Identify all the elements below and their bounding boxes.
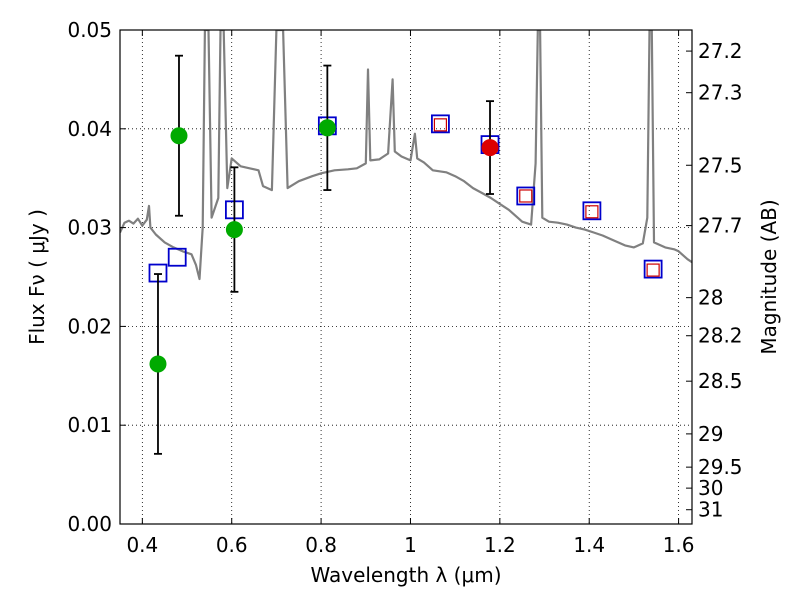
- synthetic-photometry-square: [643, 259, 663, 279]
- x-tick-label: 1.2: [484, 533, 516, 557]
- mag-tick-label: 27.7: [698, 214, 743, 238]
- tick-layer: 0.4 0.6 0.8 1 1.2 1.4 1.6 0.00 0.01 0.02 0.03 0.04 0…: [67, 18, 742, 557]
- mag-tick-label: 28: [698, 286, 723, 310]
- y-tick-label: 0.00: [67, 512, 112, 536]
- synthetic-photometry-square: [167, 247, 187, 267]
- synthetic-photometry-inner-square: [585, 205, 599, 219]
- mag-tick-label: 27.5: [698, 153, 743, 177]
- observed-point-green: [170, 127, 188, 145]
- mag-tick-label: 29.5: [698, 455, 743, 479]
- mag-tick-label: 28.2: [698, 324, 743, 348]
- x-tick-label: 1: [404, 533, 417, 557]
- mag-tick-label: 30: [698, 476, 723, 500]
- x-tick-label: 1.6: [663, 533, 695, 557]
- model-spectrum-layer: [120, 30, 692, 281]
- synthetic-photometry-inner-square: [519, 189, 533, 203]
- y-axis-title: Flux Fν ( μJy ): [25, 209, 49, 345]
- y-tick-label: 0.02: [67, 314, 112, 338]
- observed-point-green: [225, 221, 243, 239]
- y-tick-label: 0.04: [67, 117, 112, 141]
- synthetic-photometry-inner-square: [433, 118, 448, 132]
- y-tick-label: 0.05: [67, 18, 112, 42]
- y-tick-label: 0.03: [67, 216, 112, 240]
- x-tick-label: 1.4: [573, 533, 605, 557]
- x-tick-label: 0.8: [305, 533, 337, 557]
- observed-point-green: [149, 355, 167, 373]
- observed-point-red: [481, 139, 499, 157]
- x-axis-title: Wavelength λ (μm): [310, 563, 501, 587]
- mag-tick-label: 28.5: [698, 369, 743, 393]
- synthetic-photometry-square: [582, 201, 602, 221]
- y-tick-label: 0.01: [67, 413, 112, 437]
- observed-point-green: [318, 119, 336, 137]
- photometry-layer: [148, 54, 663, 455]
- model-spectrum-line: [120, 30, 692, 281]
- synthetic-photometry-inner-square: [646, 263, 660, 277]
- plot-frame: [119, 29, 693, 525]
- mag-tick-label: 27.2: [698, 39, 743, 63]
- mag-tick-label: 27.3: [698, 81, 743, 105]
- synthetic-photometry-square: [431, 114, 450, 134]
- x-tick-label: 0.4: [126, 533, 158, 557]
- x-tick-label: 0.6: [216, 533, 248, 557]
- grid-layer: [120, 29, 692, 525]
- mag-tick-label: 31: [698, 498, 723, 522]
- synthetic-photometry-square: [516, 186, 536, 206]
- mag-tick-label: 29: [698, 422, 723, 446]
- magnitude-axis-title: Magnitude (AB): [757, 199, 781, 354]
